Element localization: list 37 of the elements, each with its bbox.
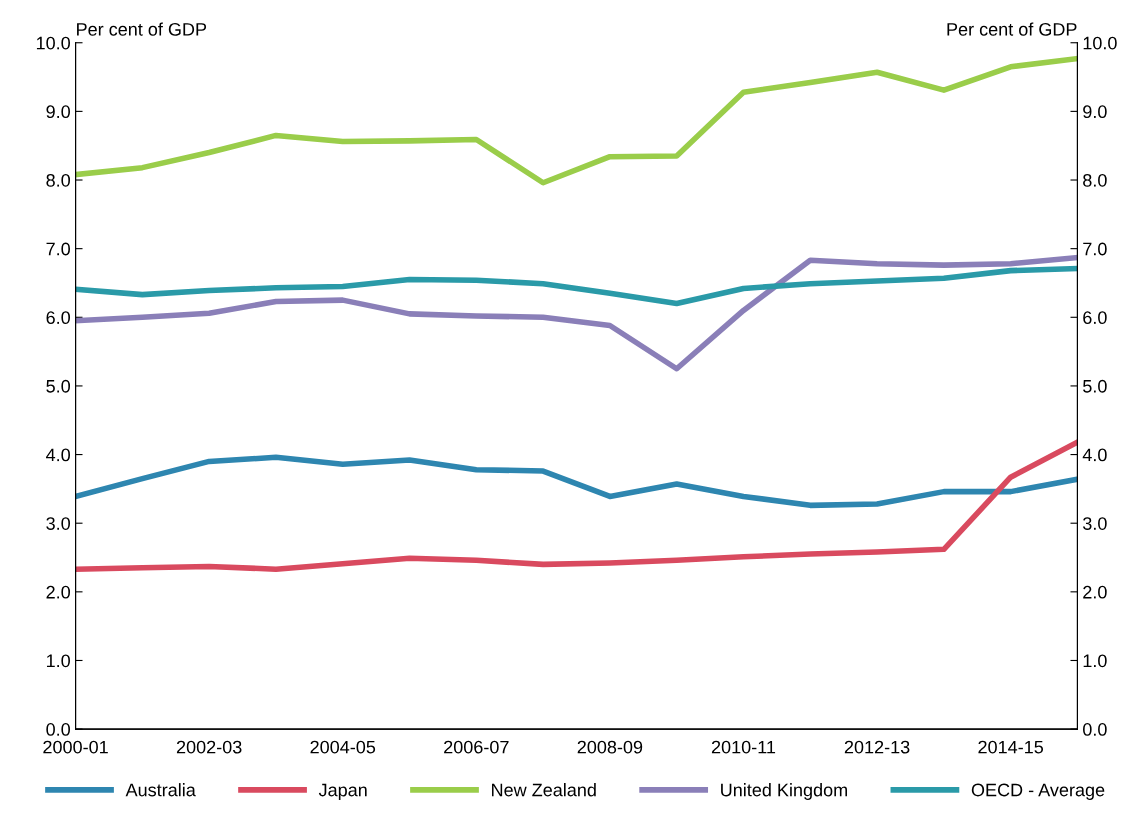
y-tick-label: 5.0 [46, 379, 71, 393]
legend-label: Australia [125, 783, 196, 797]
y2-tick-label: 5.0 [1083, 379, 1107, 393]
legend-label: Japan [318, 783, 367, 800]
y2-tick-label: 2.0 [1083, 585, 1107, 599]
y2-tick-label: 4.0 [1082, 448, 1107, 462]
y2-tick-label: 3.0 [1082, 517, 1107, 530]
y-tick-label: 10.0 [36, 36, 71, 50]
y2-tick-label: 6.0 [1083, 311, 1107, 325]
y2-axis-title: Per cent of GDP [947, 22, 1077, 36]
y2-tick-label: 0.0 [1083, 723, 1107, 736]
y2-tick-label: 8.0 [1083, 173, 1107, 187]
y-tick-label: 9.0 [46, 105, 71, 119]
y-axis-title: Per cent of GDP [77, 22, 207, 36]
y-tick-label: 4.0 [46, 448, 71, 462]
x-tick-label: 2010-11 [711, 740, 776, 754]
y2-tick-label: 9.0 [1083, 105, 1107, 119]
y-tick-label: 2.0 [46, 585, 71, 599]
legend-label: OECD - Average [971, 783, 1105, 800]
y-tick-label: 6.0 [46, 311, 71, 325]
x-tick-label: 2006-07 [444, 740, 509, 754]
legend-label: United Kingdom [721, 783, 847, 800]
y-tick-label: 3.0 [46, 517, 71, 530]
y-tick-label: 8.0 [46, 173, 71, 187]
x-tick-label: 2012-13 [844, 740, 910, 754]
x-tick-label: 2004-05 [310, 740, 376, 754]
x-tick-label: 2014-15 [978, 740, 1044, 754]
x-tick-label: 2008-09 [577, 740, 643, 754]
y-tick-label: 1.0 [46, 654, 71, 668]
legend-label: New Zealand [492, 783, 596, 797]
y2-tick-label: 1.0 [1083, 654, 1107, 668]
y-tick-label: 7.0 [46, 242, 71, 256]
y2-tick-label: 10.0 [1083, 36, 1117, 50]
y2-tick-label: 7.0 [1083, 242, 1107, 256]
x-tick-label: 2000-01 [43, 740, 108, 754]
x-tick-label: 2002-03 [176, 740, 242, 754]
y-tick-label: 0.0 [46, 723, 71, 736]
